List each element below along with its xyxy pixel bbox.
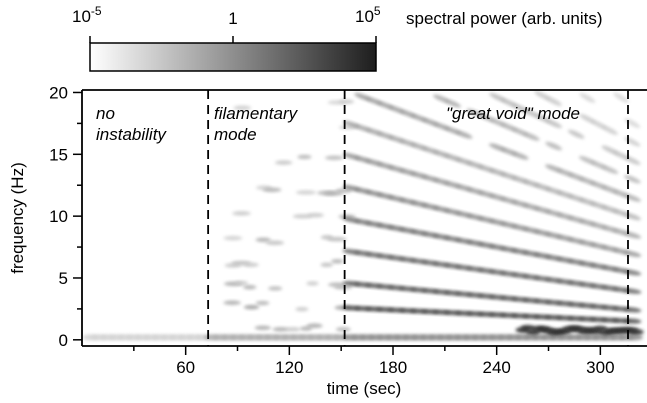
y-tick-label: 15 bbox=[49, 145, 68, 164]
x-axis-label: time (sec) bbox=[327, 379, 402, 398]
filament-patch bbox=[306, 323, 323, 328]
filament-patch bbox=[255, 237, 271, 242]
filament-patch bbox=[234, 280, 249, 286]
region-label-great-void: "great void" mode bbox=[446, 104, 580, 123]
x-tick-label: 180 bbox=[379, 358, 407, 377]
filament-patch bbox=[274, 160, 293, 165]
harmonic-streak bbox=[623, 175, 641, 184]
x-tick-label: 120 bbox=[275, 358, 303, 377]
colorbar: 10-5 1 105 spectral power (arb. units) bbox=[72, 4, 603, 72]
harmonic-streak bbox=[601, 125, 618, 135]
harmonic-streak bbox=[624, 118, 641, 129]
harmonic-streak bbox=[545, 141, 563, 151]
harmonic-streak bbox=[623, 250, 642, 257]
filament-patch bbox=[254, 325, 271, 331]
x-tick-label: 300 bbox=[586, 358, 614, 377]
x-tick-label: 60 bbox=[176, 358, 195, 377]
filament-patch bbox=[331, 259, 344, 264]
harmonic-streak bbox=[545, 96, 562, 106]
y-axis-label: frequency (Hz) bbox=[8, 162, 27, 273]
filament-patch bbox=[300, 326, 313, 331]
harmonic-streak bbox=[444, 99, 461, 108]
filament-patch bbox=[306, 281, 319, 286]
filament-patch bbox=[335, 327, 351, 332]
y-tick-label: 0 bbox=[59, 331, 68, 350]
colorbar-gradient bbox=[89, 42, 377, 72]
filament-patch bbox=[296, 190, 316, 195]
harmonic-streak bbox=[623, 193, 641, 202]
y-tick-label: 5 bbox=[59, 269, 68, 288]
colorbar-mid-label: 1 bbox=[228, 9, 237, 28]
filament-patch bbox=[232, 211, 251, 216]
harmonic-streak bbox=[455, 130, 473, 139]
spectrogram-heatmap bbox=[82, 90, 644, 341]
y-axis-ticks: 0 5 10 15 20 bbox=[49, 83, 82, 350]
low-frequency-band bbox=[626, 334, 643, 341]
filament-patch bbox=[338, 99, 355, 104]
dominant-low-frequency bbox=[629, 329, 644, 336]
harmonic-streak bbox=[613, 92, 629, 103]
filament-patch bbox=[262, 187, 282, 193]
plot-axes bbox=[81, 89, 647, 347]
x-tick-label: 240 bbox=[482, 358, 510, 377]
harmonic-streak bbox=[522, 132, 540, 141]
colorbar-max-label: 105 bbox=[355, 4, 381, 26]
filament-patch bbox=[325, 155, 344, 161]
harmonic-streak bbox=[579, 93, 596, 103]
colorbar-min-label: 10-5 bbox=[72, 4, 102, 26]
harmonic-streak bbox=[601, 165, 619, 174]
mode-boundary-lines bbox=[207, 90, 629, 346]
filament-patch bbox=[297, 154, 312, 160]
filament-patch bbox=[255, 300, 270, 306]
harmonic-streak bbox=[624, 137, 641, 147]
harmonic-streak bbox=[567, 129, 585, 139]
harmonic-streak bbox=[545, 119, 562, 129]
filament-patch bbox=[272, 327, 289, 332]
filament-patch bbox=[243, 285, 257, 290]
filament-patch bbox=[243, 262, 259, 267]
harmonic-streak bbox=[511, 151, 529, 160]
filament-patch bbox=[307, 213, 324, 218]
filament-patch bbox=[223, 235, 243, 241]
colorbar-title: spectral power (arb. units) bbox=[406, 9, 603, 28]
filament-patch bbox=[320, 262, 333, 268]
region-label-filamentary: filamentary mode bbox=[214, 104, 302, 144]
filament-patch bbox=[295, 306, 309, 312]
x-axis-ticks: 60 120 180 240 300 bbox=[133, 346, 615, 377]
y-tick-label: 20 bbox=[49, 83, 68, 102]
filament-patch bbox=[285, 327, 301, 332]
filament-patch bbox=[233, 105, 252, 111]
filament-patch bbox=[265, 240, 285, 246]
harmonic-streak bbox=[623, 212, 641, 221]
harmonic-streak bbox=[624, 156, 641, 165]
filament-patch bbox=[268, 286, 283, 291]
filament-patch bbox=[326, 236, 347, 242]
filament-patch bbox=[223, 300, 241, 305]
y-tick-label: 10 bbox=[49, 207, 68, 226]
filament-patch bbox=[333, 285, 353, 290]
filament-patch bbox=[243, 304, 260, 310]
region-label-no-instability: no instability bbox=[96, 104, 167, 144]
filament-patch bbox=[335, 188, 352, 193]
region-labels: no instability filamentary mode "great v… bbox=[96, 104, 580, 144]
